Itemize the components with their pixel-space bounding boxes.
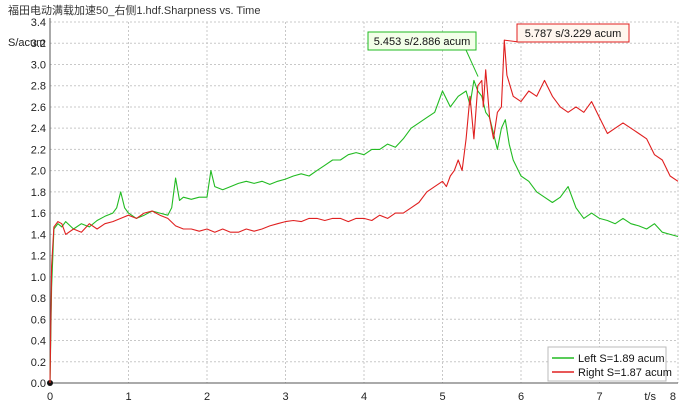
y-tick-label: 2.6 [31,102,46,114]
x-tick-label: 0 [47,391,53,403]
y-tick-label: 0.4 [31,336,46,348]
y-tick-label: 2.2 [31,144,46,156]
y-tick-label: 3.4 [31,17,46,29]
y-tick-label: 0.2 [31,357,46,369]
series-line-right [49,39,679,384]
chart-title: 福田电动满载加速50_右侧1.hdf.Sharpness vs. Time [8,5,261,17]
axes [47,18,678,386]
y-axis-label: S/acum [8,37,45,49]
y-tick-label: 2.4 [31,123,46,135]
y-tick-label: 1.8 [31,187,46,199]
y-tick-label: 0.6 [31,314,46,326]
x-tick-label: 7 [596,391,602,403]
x-axis-label: t/s [644,391,656,403]
y-tick-label: 1.2 [31,251,46,263]
y-tick-label: 3.0 [31,59,46,71]
x-tick-label: 1 [125,391,131,403]
x-tick-label: 5 [439,391,445,403]
legend-box [547,346,667,382]
tick-labels: 0.0 0.2 0.4 0.6 0.8 1.0 1.2 1.4 1.6 1.8 2.0 2.2 2.4 2… [8,17,676,403]
x-tick-label: 4 [361,391,367,403]
x-tick-label: 6 [518,391,524,403]
y-tick-label: 0.8 [31,293,46,305]
x-tick-label: 3 [282,391,288,403]
y-tick-label: 0.0 [31,378,46,390]
legend: Left S=1.89 acum Right S=1.87 acum [547,346,672,382]
x-tick-label: 8 [670,391,676,403]
y-tick-label: 1.4 [31,229,46,241]
callout-label: 5.453 s/2.886 acum [374,36,471,48]
legend-label: Left S=1.89 acum [578,353,665,365]
y-tick-label: 2.8 [31,81,46,93]
grid [50,21,679,383]
series-line-left [49,79,679,384]
y-tick-label: 2.0 [31,166,46,178]
x-tick-label: 2 [204,391,210,403]
callout-box [367,31,477,51]
y-tick-label: 1.6 [31,208,46,220]
callouts: 5.453 s/2.886 acum 5.787 s/3.229 acum [367,23,630,77]
legend-label: Right S=1.87 acum [578,367,672,379]
y-tick-label: 3.2 [31,38,46,50]
series-lines [49,39,679,384]
callout-box [516,23,630,43]
callout-leader [465,49,479,77]
y-tick-label: 1.0 [31,272,46,284]
callout-label: 5.787 s/3.229 acum [525,28,622,40]
